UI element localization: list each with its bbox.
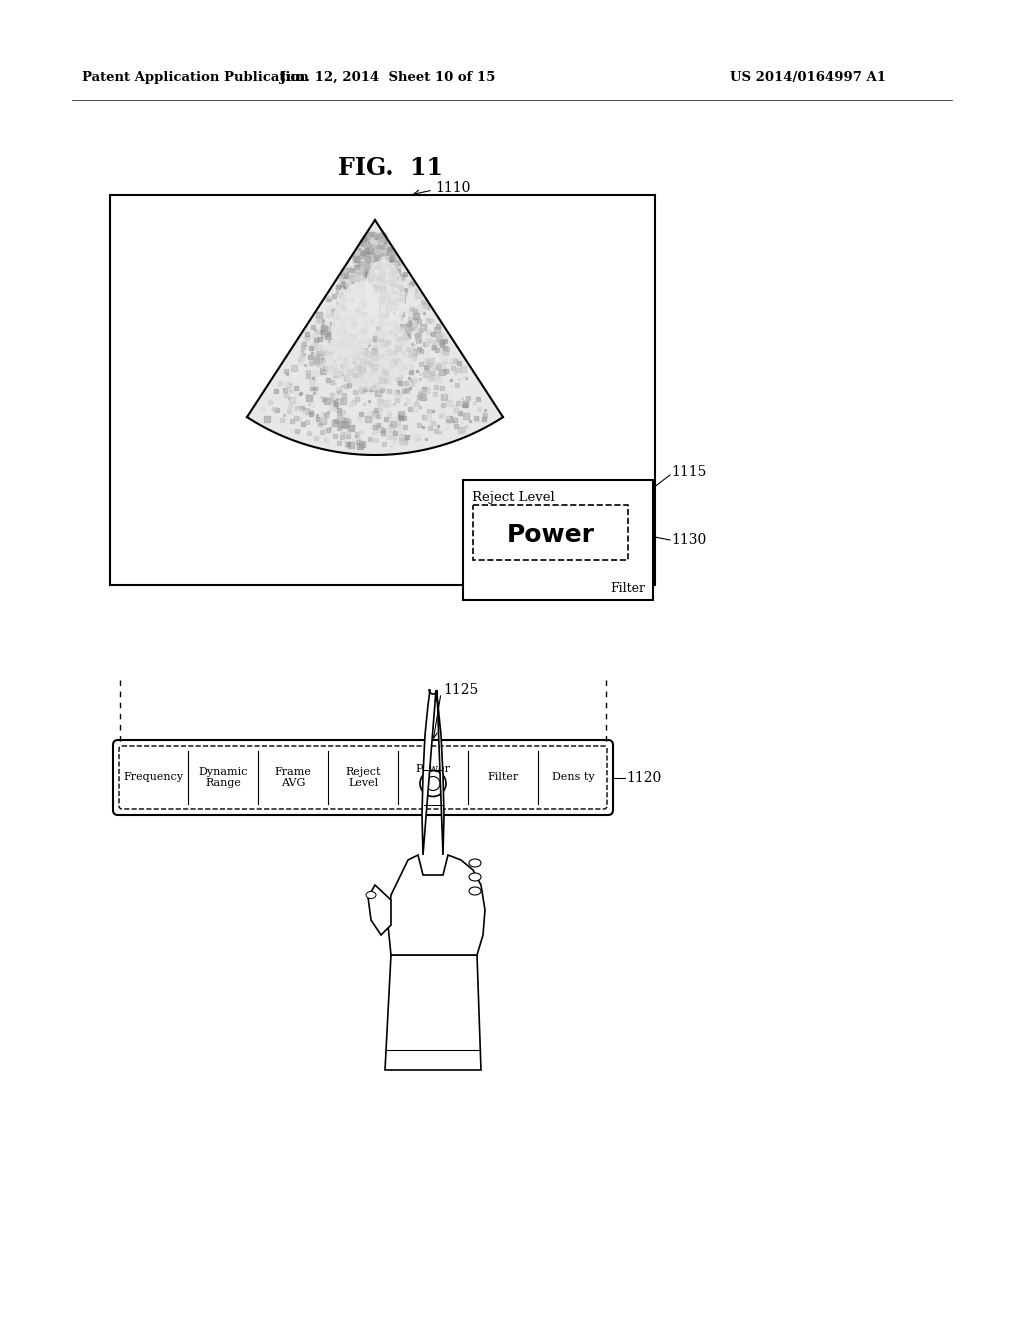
Bar: [110, 195, 655, 585]
Text: Filter: Filter: [610, 582, 645, 594]
Text: Filter: Filter: [487, 772, 518, 783]
Text: Dens ty: Dens ty: [552, 772, 594, 783]
Ellipse shape: [469, 859, 481, 867]
Text: Dynamic
Range: Dynamic Range: [199, 767, 248, 788]
Polygon shape: [385, 954, 481, 1071]
Polygon shape: [422, 690, 444, 855]
Ellipse shape: [469, 887, 481, 895]
Ellipse shape: [331, 281, 379, 359]
Ellipse shape: [365, 260, 406, 330]
Ellipse shape: [366, 891, 376, 899]
Polygon shape: [368, 884, 391, 935]
Bar: [463, 480, 653, 601]
FancyBboxPatch shape: [113, 741, 613, 814]
Text: Power: Power: [416, 764, 451, 775]
Ellipse shape: [469, 873, 481, 880]
Text: 1125: 1125: [443, 682, 478, 697]
Text: 1120: 1120: [626, 771, 662, 784]
Polygon shape: [247, 220, 503, 455]
Text: Reject Level: Reject Level: [472, 491, 555, 503]
Text: FIG.  11: FIG. 11: [338, 156, 442, 180]
Text: US 2014/0164997 A1: US 2014/0164997 A1: [730, 71, 886, 84]
Polygon shape: [388, 855, 485, 954]
Ellipse shape: [324, 333, 356, 376]
Text: Jun. 12, 2014  Sheet 10 of 15: Jun. 12, 2014 Sheet 10 of 15: [281, 71, 496, 84]
Text: 1115: 1115: [671, 465, 707, 479]
Text: Reject
Level: Reject Level: [345, 767, 381, 788]
Ellipse shape: [377, 323, 414, 378]
Ellipse shape: [343, 350, 397, 391]
Text: Patent Application Publication: Patent Application Publication: [82, 71, 309, 84]
Text: Frequency: Frequency: [123, 772, 183, 783]
Text: 1110: 1110: [435, 181, 470, 195]
Text: Power: Power: [507, 523, 595, 546]
Bar: [473, 506, 628, 560]
Text: 1130: 1130: [671, 533, 707, 546]
Text: Frame
AVG: Frame AVG: [274, 767, 311, 788]
